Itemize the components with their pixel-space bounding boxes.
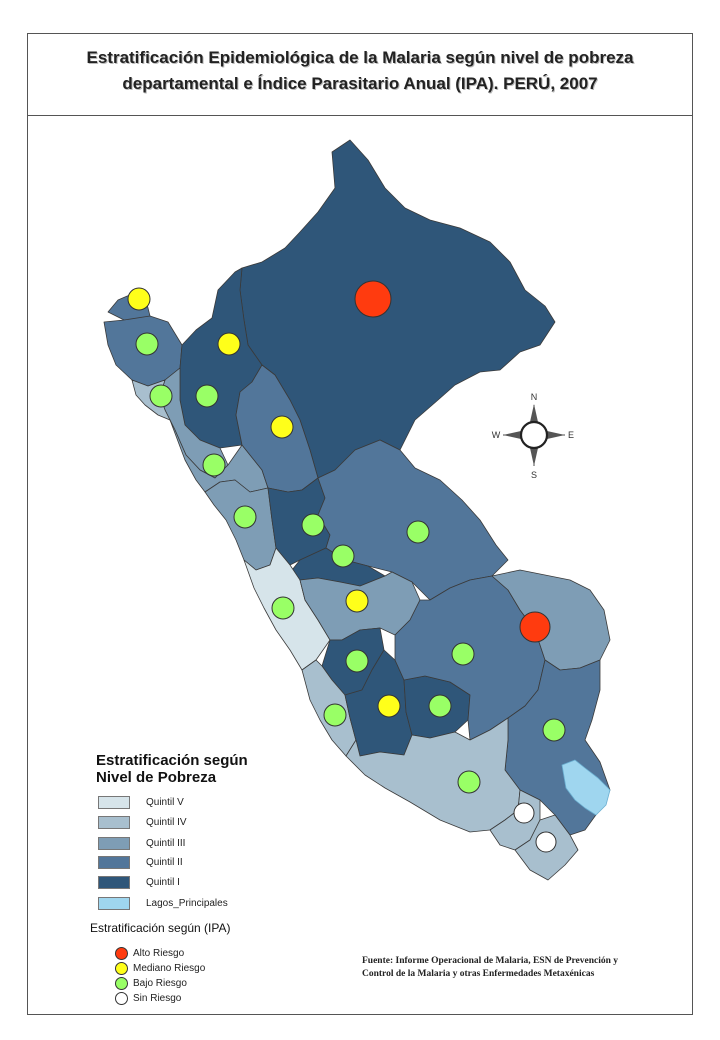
ipa-marker-sin <box>535 831 557 853</box>
legend-swatch <box>98 896 130 910</box>
ipa-marker-mediano <box>345 589 369 613</box>
legend-item-quintil-ii: Quintil II <box>98 855 183 869</box>
ipa-marker-mediano <box>377 694 401 718</box>
poverty-legend-title-1: Estratificación según <box>96 752 248 769</box>
legend-swatch <box>98 795 130 809</box>
ipa-marker-sin <box>513 802 535 824</box>
ipa-marker-bajo <box>428 694 452 718</box>
legend-item-quintil-v: Quintil V <box>98 795 184 809</box>
compass-w: W <box>492 430 501 440</box>
legend-label: Quintil V <box>146 796 184 808</box>
ipa-label: Alto Riesgo <box>133 947 185 959</box>
ipa-marker-bajo <box>135 332 159 356</box>
legend-label: Quintil I <box>146 876 180 888</box>
legend-swatch <box>98 815 130 829</box>
ipa-marker-bajo <box>451 642 475 666</box>
ipa-marker-mediano <box>270 415 294 439</box>
source-line1: Fuente: Informe Operacional de Malaria, … <box>362 956 619 966</box>
legend-swatch <box>98 875 130 889</box>
source-line2: Control de la Malaria y otras Enfermedad… <box>362 969 595 979</box>
ipa-legend-bajo: Bajo Riesgo <box>115 976 187 990</box>
ipa-legend-title: Estratificación según (IPA) <box>90 921 231 935</box>
compass-n: N <box>531 392 538 402</box>
ipa-marker-mediano <box>127 287 151 311</box>
ipa-marker-bajo <box>323 703 347 727</box>
ipa-dot <box>115 991 128 1005</box>
ipa-marker-bajo <box>345 649 369 673</box>
ipa-marker-alto <box>519 611 551 643</box>
legend-item-quintil-iv: Quintil IV <box>98 815 187 829</box>
ipa-marker-bajo <box>202 453 226 477</box>
ipa-marker-bajo <box>271 596 295 620</box>
legend-item-quintil-i: Quintil I <box>98 875 180 889</box>
compass-rose: N S W E <box>492 392 574 480</box>
ipa-marker-bajo <box>149 384 173 408</box>
ipa-marker-mediano <box>217 332 241 356</box>
ipa-dot <box>115 976 128 990</box>
source-note: Fuente: Informe Operacional de Malaria, … <box>362 955 662 981</box>
ipa-marker-alto <box>354 280 392 318</box>
compass-e: E <box>568 430 574 440</box>
ipa-legend-sin: Sin Riesgo <box>115 991 181 1005</box>
ipa-marker-bajo <box>406 520 430 544</box>
ipa-marker-bajo <box>542 718 566 742</box>
lake-titicaca <box>561 759 611 816</box>
legend-label: Lagos_Principales <box>146 897 228 909</box>
legend-label: Quintil III <box>146 837 186 849</box>
ipa-legend-alto: Alto Riesgo <box>115 946 184 960</box>
title-box: Estratificación Epidemiológica de la Mal… <box>28 34 692 116</box>
legend-swatch <box>98 855 130 869</box>
legend-swatch <box>98 836 130 850</box>
ipa-dot <box>115 961 128 975</box>
legend-item-quintil-iii: Quintil III <box>98 836 185 850</box>
ipa-label: Mediano Riesgo <box>133 962 206 974</box>
ipa-marker-bajo <box>457 770 481 794</box>
map-frame: Estratificación Epidemiológica de la Mal… <box>27 33 693 1015</box>
ipa-label: Bajo Riesgo <box>133 977 187 989</box>
ipa-legend-mediano: Mediano Riesgo <box>115 961 205 975</box>
ipa-marker-bajo <box>331 544 355 568</box>
ipa-marker-bajo <box>301 513 325 537</box>
legend-label: Quintil IV <box>146 816 187 828</box>
ipa-dot <box>115 946 128 960</box>
legend-item-lagos: Lagos_Principales <box>98 896 228 910</box>
ipa-marker-bajo <box>195 384 219 408</box>
ipa-marker-bajo <box>233 505 257 529</box>
map-title-line1: Estratificación Epidemiológica de la Mal… <box>86 48 634 67</box>
ipa-label: Sin Riesgo <box>133 992 182 1004</box>
compass-s: S <box>531 470 537 480</box>
legend-label: Quintil II <box>146 856 183 868</box>
region-arequipa <box>345 717 521 833</box>
poverty-legend-title-2: Nivel de Pobreza <box>96 769 217 786</box>
map-title-line2: departamental e Índice Parasitario Anual… <box>122 74 598 93</box>
